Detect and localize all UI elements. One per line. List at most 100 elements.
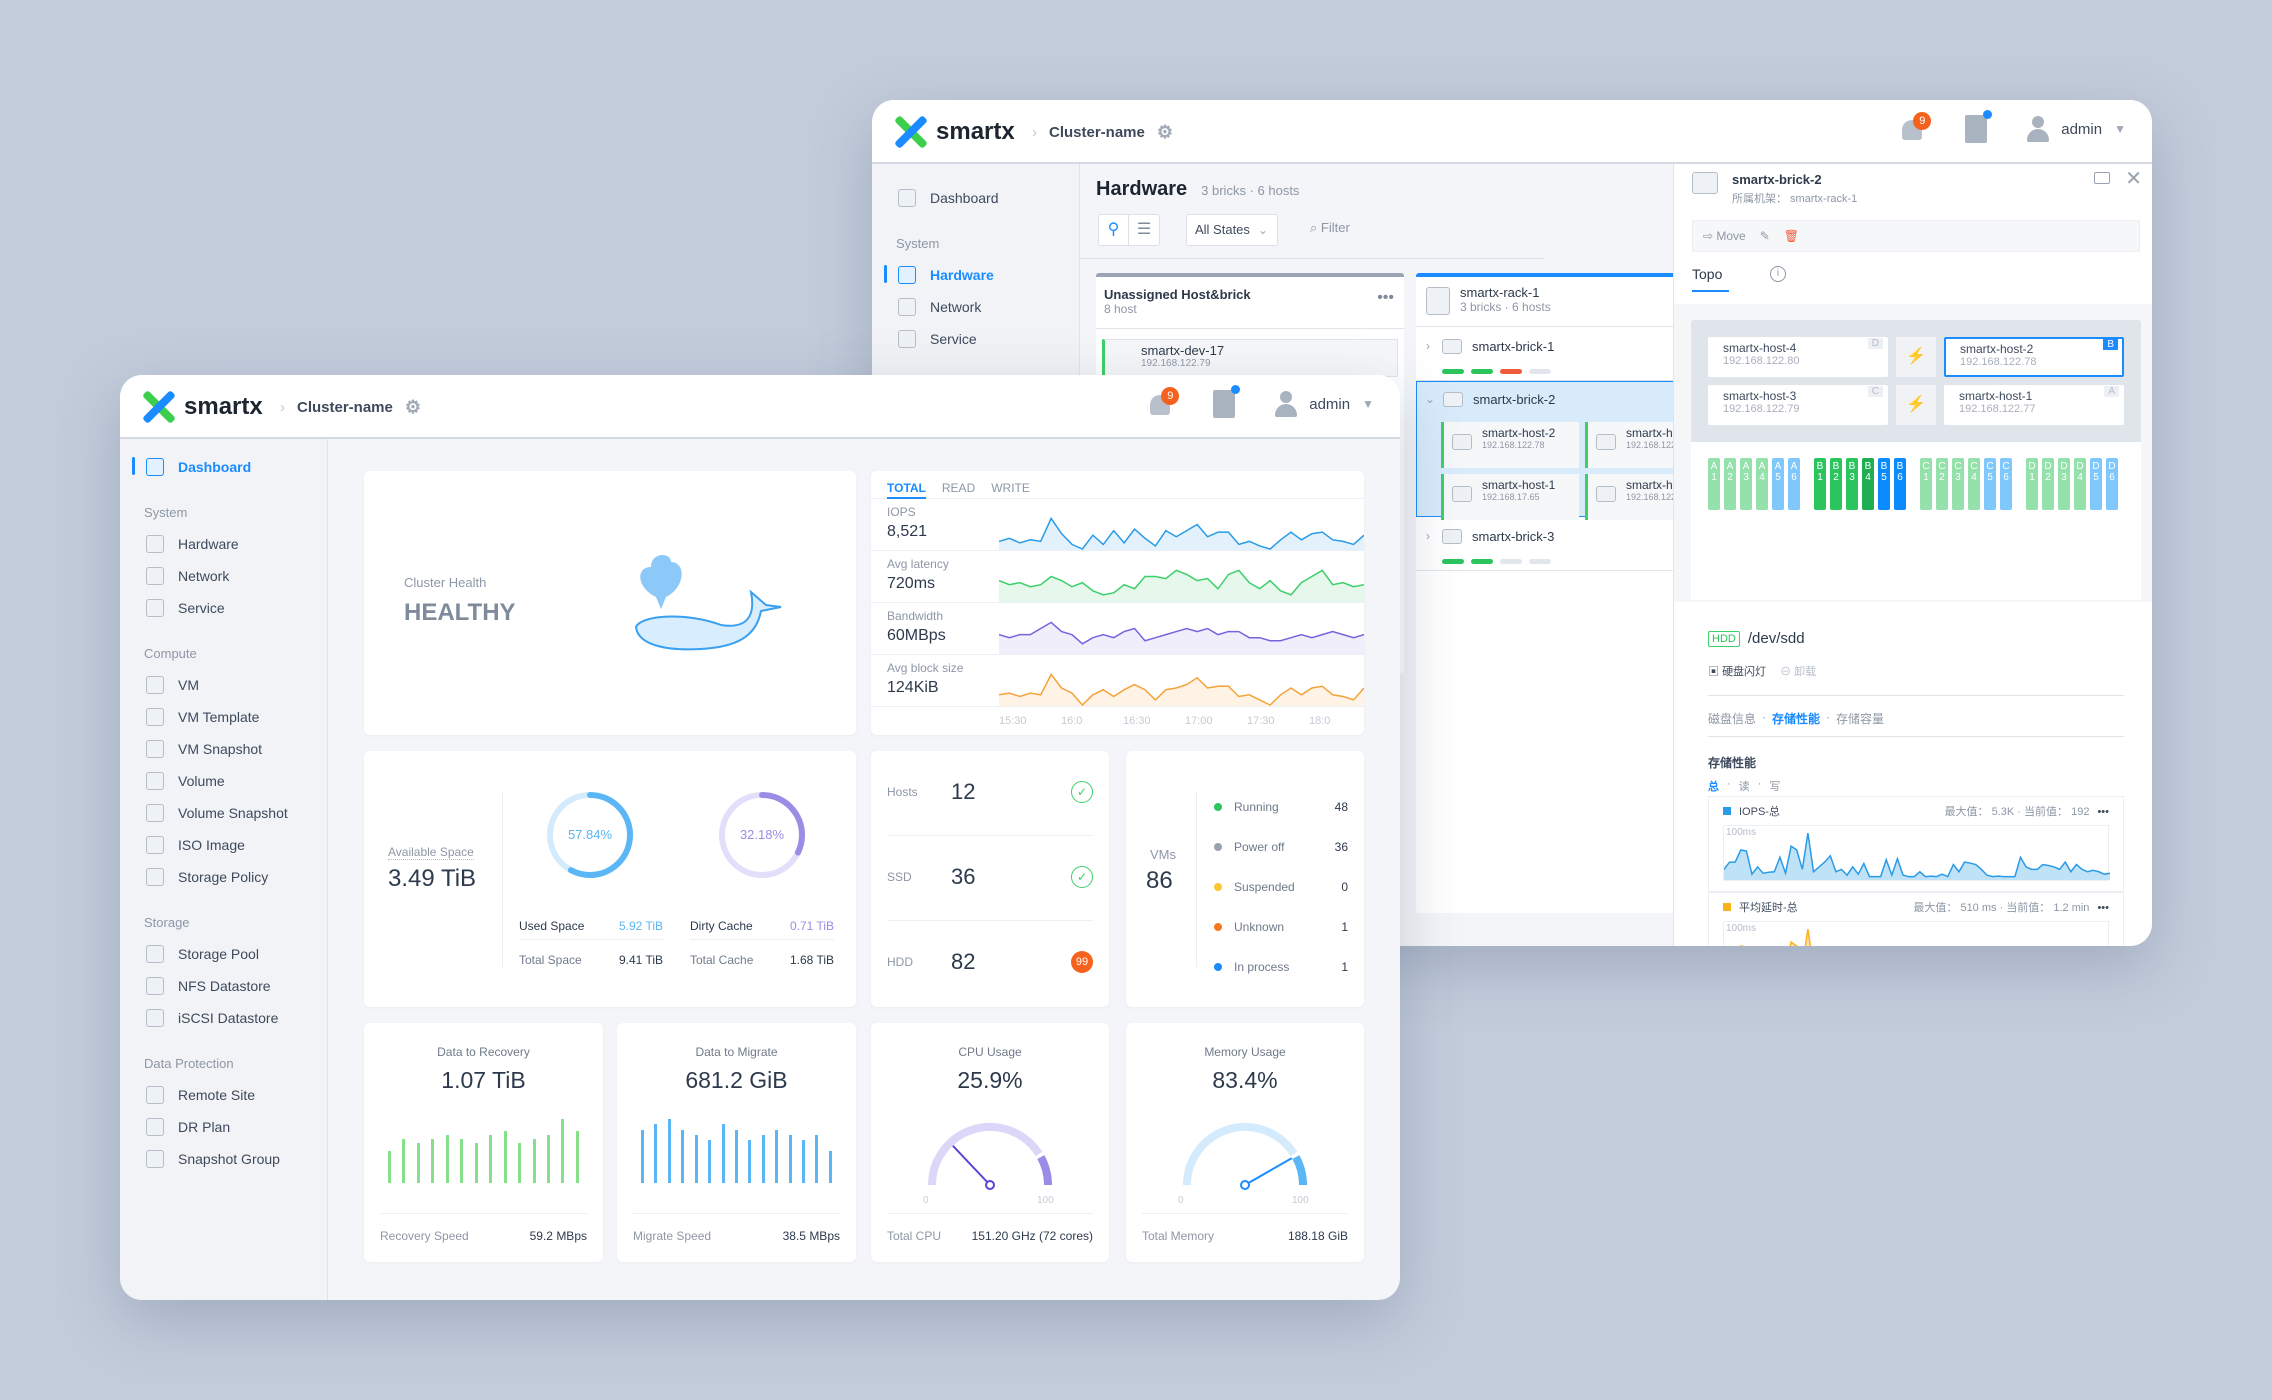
topo-node[interactable]: smartx-host-2 192.168.122.78 B (1944, 337, 2124, 377)
tab-storage-perf[interactable]: 存储性能 (1772, 712, 1821, 726)
sidebar-item-volume-snapshot[interactable]: Volume Snapshot (120, 797, 327, 829)
close-icon[interactable]: ✕ (2125, 168, 2142, 190)
more-icon[interactable]: ••• (2097, 902, 2109, 914)
sidebar-item-nfs-datastore[interactable]: NFS Datastore (120, 970, 327, 1002)
edit-icon[interactable]: ✎ (1759, 229, 1770, 243)
sidebar-item-hardware[interactable]: Hardware (120, 528, 327, 560)
mode-write[interactable]: 写 (1769, 781, 1781, 793)
host-card[interactable]: smartx-host-1 192.168.17.65 (1441, 474, 1579, 520)
gear-icon[interactable]: ⚙ (1156, 122, 1173, 142)
chevron-right-icon[interactable]: › (1426, 339, 1430, 353)
cluster-name[interactable]: Cluster-name (1049, 124, 1145, 141)
topology-view-icon[interactable]: ⚲ (1099, 215, 1129, 245)
tab-read[interactable]: READ (941, 481, 976, 495)
sidebar-item-storage-pool[interactable]: Storage Pool (120, 938, 327, 970)
x-tick-label: 18:0 (1309, 715, 1331, 727)
sidebar-item-network[interactable]: Network (872, 291, 1079, 323)
tab-storage-capacity[interactable]: 存储容量 (1836, 712, 1885, 726)
sidebar-item-iso-image[interactable]: ISO Image (120, 829, 327, 861)
chevron-right-icon[interactable]: › (1426, 529, 1430, 543)
status-bar (1471, 559, 1493, 564)
cluster-name[interactable]: Cluster-name (297, 399, 393, 416)
logo[interactable]: smartx (142, 390, 263, 424)
sidebar-item-hardware[interactable]: Hardware (872, 259, 1079, 291)
sidebar-item-network[interactable]: Network (120, 560, 327, 592)
topo-node[interactable]: smartx-host-3 192.168.122.79 C (1708, 385, 1888, 425)
sidebar-item-dashboard[interactable]: Dashboard (120, 451, 327, 483)
host-card[interactable]: smartx-dev-17 192.168.122.79 (1102, 339, 1398, 377)
sidebar-item-dashboard[interactable]: Dashboard (872, 182, 1079, 214)
state-filter-select[interactable]: All States ⌄ (1186, 214, 1278, 246)
host-card[interactable]: smartx-host-2 192.168.122.78 (1441, 422, 1579, 468)
status-dot (1214, 963, 1222, 971)
user-menu[interactable]: admin ▼ (2027, 116, 2126, 142)
tasks-icon[interactable] (1965, 110, 1993, 143)
brick-row[interactable]: › smartx-brick-3 (1416, 517, 1676, 571)
disk-led-button[interactable]: ▣ 硬盘闪灯 (1708, 666, 1767, 678)
sidebar-item-dr-plan[interactable]: DR Plan (120, 1111, 327, 1143)
sidebar-item-vm-snapshot[interactable]: VM Snapshot (120, 733, 327, 765)
tab-total[interactable]: TOTAL (887, 481, 926, 499)
list-view-icon[interactable]: ☰ (1136, 221, 1152, 238)
user-menu[interactable]: admin ▼ (1275, 391, 1374, 417)
topo-node[interactable]: smartx-host-4 192.168.122.80 D (1708, 337, 1888, 377)
gear-icon[interactable]: ⚙ (404, 397, 421, 417)
more-icon[interactable]: ••• (2097, 806, 2109, 818)
panel-chart-area (1790, 929, 1811, 946)
chevron-down-icon[interactable]: ⌄ (1425, 392, 1436, 406)
sidebar-item-iscsi-datastore[interactable]: iSCSI Datastore (120, 1002, 327, 1034)
tab-write[interactable]: WRITE (991, 481, 1030, 495)
topo-node[interactable]: smartx-host-1 192.168.122.77 A (1944, 385, 2124, 425)
minimize-icon[interactable] (2094, 172, 2110, 184)
logo[interactable]: smartx (894, 115, 1015, 149)
status-bar (1471, 369, 1493, 374)
sidebar-item-service[interactable]: Service (120, 592, 327, 624)
sidebar-item-service[interactable]: Service (872, 323, 1079, 355)
filter-input[interactable]: ⌕ Filter (1310, 220, 1350, 236)
brick-row-selected[interactable]: ⌄ smartx-brick-2 smartx-host-2 192.168.12… (1416, 381, 1723, 520)
notification-bell-icon[interactable]: 9 (1899, 112, 1932, 144)
move-button[interactable]: ⇨ Move (1703, 229, 1746, 243)
unmount-button[interactable]: ⊖ 卸载 (1780, 666, 1817, 678)
notification-bell-icon[interactable]: 9 (1147, 387, 1180, 419)
tasks-icon[interactable] (1213, 385, 1241, 418)
sidebar-item-remote-site[interactable]: Remote Site (120, 1079, 327, 1111)
sidebar-item-snapshot-group[interactable]: Snapshot Group (120, 1143, 327, 1175)
mode-read[interactable]: 读 (1738, 781, 1750, 793)
delete-icon[interactable]: 🗑 (1783, 229, 1800, 243)
sidebar-item-vm[interactable]: VM (120, 669, 327, 701)
brick-row[interactable]: › smartx-brick-1 (1416, 327, 1676, 381)
sidebar-item-vm-template[interactable]: VM Template (120, 701, 327, 733)
tab-topo[interactable]: Topo (1692, 266, 1729, 292)
more-icon[interactable]: ••• (1377, 289, 1394, 306)
mode-total[interactable]: 总 (1708, 781, 1719, 793)
sidebar-item-volume[interactable]: Volume (120, 765, 327, 797)
sidebar-item-storage-policy[interactable]: Storage Policy (120, 861, 327, 893)
tab-disk-info[interactable]: 磁盘信息 (1708, 712, 1757, 726)
info-icon[interactable]: i (1770, 266, 1786, 282)
